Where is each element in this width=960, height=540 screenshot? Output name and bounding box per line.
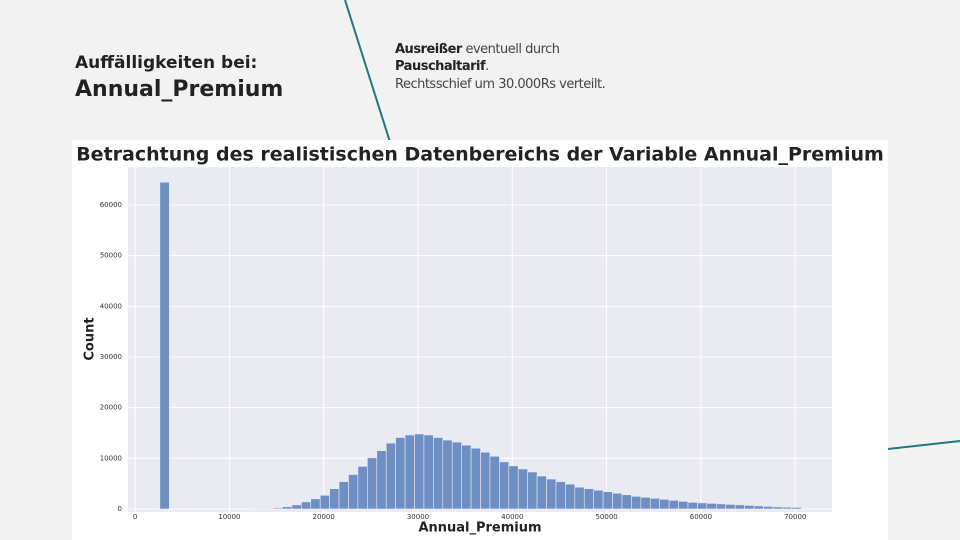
x-tick-label: 40000 <box>501 513 523 521</box>
bar <box>357 466 368 510</box>
bar <box>621 494 632 510</box>
bar <box>451 441 462 510</box>
x-tick-label: 50000 <box>595 513 617 521</box>
note-line: Pauschaltarif. <box>395 59 489 74</box>
bar <box>659 499 670 510</box>
note-run: Ausreißer <box>395 42 463 57</box>
note-run: . <box>485 59 489 74</box>
y-tick-label: 30000 <box>100 353 122 361</box>
bar <box>461 444 472 510</box>
x-tick-label: 60000 <box>690 513 712 521</box>
slide-heading: Auffälligkeiten bei: <box>75 53 257 73</box>
y-tick-label: 60000 <box>100 201 122 209</box>
bar <box>763 506 774 510</box>
note-run: Pauschaltarif <box>395 59 486 74</box>
bar <box>602 491 613 510</box>
x-tick-label: 30000 <box>407 513 429 521</box>
x-axis-label: Annual_Premium <box>418 521 541 536</box>
decor-line <box>344 0 391 143</box>
bar <box>649 498 661 510</box>
bar <box>640 497 651 510</box>
bar <box>499 461 510 510</box>
bar <box>725 504 736 510</box>
bar <box>480 451 491 510</box>
x-tick-label: 70000 <box>784 513 806 521</box>
note-run: eventuell durch <box>462 42 560 57</box>
bar <box>489 455 500 510</box>
bar <box>791 507 802 510</box>
bar <box>555 481 566 510</box>
bar <box>734 504 745 510</box>
bar <box>367 457 378 510</box>
bar <box>565 483 576 510</box>
y-tick-label: 0 <box>118 505 122 513</box>
y-tick-label: 10000 <box>100 454 122 462</box>
note-line: Ausreißer eventuell durch <box>395 42 560 57</box>
x-tick-label: 10000 <box>218 513 240 521</box>
bar <box>697 502 708 510</box>
bar <box>678 501 689 510</box>
bar <box>574 486 585 510</box>
bar <box>159 181 170 510</box>
bar <box>376 450 387 510</box>
bar <box>744 505 755 510</box>
bar <box>593 489 604 510</box>
bar <box>272 507 283 510</box>
bar <box>583 488 594 510</box>
bar <box>348 474 359 510</box>
y-axis-label: Count <box>83 317 98 360</box>
y-tick-label: 50000 <box>100 252 122 260</box>
slide-variable: Annual_Premium <box>75 77 283 102</box>
bar <box>527 471 538 510</box>
bar <box>470 447 481 510</box>
bar <box>310 498 321 510</box>
bar <box>329 488 340 510</box>
bar <box>282 506 293 510</box>
bar <box>404 434 415 510</box>
bar <box>319 494 330 510</box>
bar <box>508 465 519 510</box>
bar <box>782 506 793 510</box>
bar <box>753 505 764 510</box>
bar <box>687 502 698 510</box>
bar <box>668 500 679 510</box>
bar <box>612 492 623 510</box>
y-tick-label: 40000 <box>100 302 122 310</box>
bar <box>546 478 557 510</box>
chart-title: Betrachtung des realistischen Datenberei… <box>76 144 884 166</box>
bar <box>772 506 783 510</box>
bar <box>706 503 717 510</box>
bar <box>631 495 642 510</box>
bar <box>517 468 528 510</box>
bar <box>715 503 727 510</box>
decor-line <box>887 440 960 450</box>
note-run: Rechtsschief um 30.000Rs verteilt. <box>395 77 605 92</box>
bar <box>442 439 453 510</box>
bar <box>423 434 434 510</box>
bar <box>338 481 349 510</box>
bar <box>414 433 425 510</box>
bar <box>385 442 396 510</box>
bar <box>291 504 302 510</box>
bar <box>536 475 547 510</box>
note-line: Rechtsschief um 30.000Rs verteilt. <box>395 77 605 92</box>
bar <box>433 437 444 510</box>
bar <box>301 501 312 510</box>
x-tick-label: 0 <box>133 513 137 521</box>
y-tick-label: 20000 <box>100 404 122 412</box>
x-tick-label: 20000 <box>313 513 335 521</box>
bar <box>395 437 406 510</box>
